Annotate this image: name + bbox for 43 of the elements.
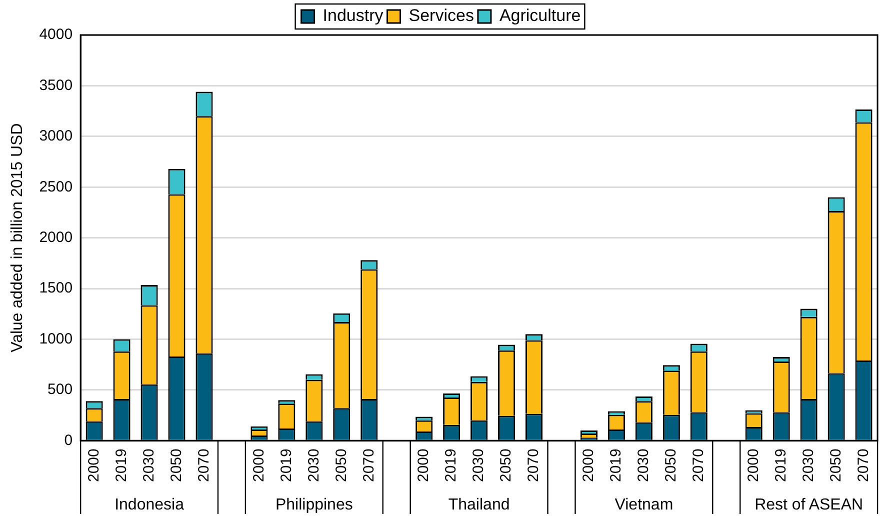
x-tick-label: 2030 bbox=[470, 448, 488, 482]
legend-label: Agriculture bbox=[499, 6, 581, 26]
x-tick-label: 2019 bbox=[278, 448, 295, 482]
x-tick-label: 2050 bbox=[498, 448, 515, 482]
text: Thailand bbox=[448, 496, 510, 514]
legend-label: Services bbox=[408, 6, 474, 26]
x-tick-label: 2070 bbox=[360, 448, 378, 482]
x-tick-label: 2030 bbox=[140, 448, 158, 482]
y-tick-label: 500 bbox=[48, 381, 73, 398]
x-tick-label: 2070 bbox=[690, 448, 708, 482]
text: Philippines bbox=[275, 496, 353, 514]
text: Vietnam bbox=[614, 496, 674, 514]
y-tick-label: 2000 bbox=[39, 228, 73, 246]
y-tick-label: 4000 bbox=[39, 26, 73, 44]
y-tick-label: 1500 bbox=[39, 280, 73, 297]
x-tick-label: 2000 bbox=[250, 448, 268, 482]
x-tick-label: 2019 bbox=[112, 448, 130, 482]
y-tick-label: 0 bbox=[64, 432, 73, 449]
x-tick-label: 2000 bbox=[85, 448, 102, 482]
text: Rest of ASEAN bbox=[754, 496, 864, 514]
x-tick-label: 2070 bbox=[195, 448, 212, 482]
x-tick-label: 2030 bbox=[635, 448, 652, 482]
x-tick-label: 2000 bbox=[580, 448, 598, 482]
y-tick-label: 1000 bbox=[39, 330, 73, 348]
x-tick-label: 2050 bbox=[332, 448, 350, 482]
x-tick-label: 2030 bbox=[305, 448, 322, 482]
x-tick-label: 2019 bbox=[772, 448, 790, 482]
x-tick-label: 2050 bbox=[168, 448, 185, 482]
y-tick-label: 3000 bbox=[39, 128, 73, 145]
x-tick-label: 2030 bbox=[800, 448, 817, 482]
y-tick-label: 2500 bbox=[39, 178, 73, 196]
x-tick-label: 2070 bbox=[854, 448, 872, 482]
x-tick-label: 2070 bbox=[525, 448, 542, 482]
legend-label: Industry bbox=[322, 6, 384, 26]
y-tick-label: 3500 bbox=[39, 76, 73, 94]
x-tick-label: 2050 bbox=[827, 448, 844, 482]
text: Indonesia bbox=[114, 496, 184, 514]
x-tick-label: 2019 bbox=[608, 448, 625, 482]
x-tick-label: 2000 bbox=[415, 448, 432, 482]
y-axis-title: Value added in billion 2015 USD bbox=[9, 123, 26, 352]
x-tick-label: 2050 bbox=[662, 448, 680, 482]
x-tick-label: 2000 bbox=[745, 448, 762, 482]
x-tick-label: 2019 bbox=[442, 448, 460, 482]
